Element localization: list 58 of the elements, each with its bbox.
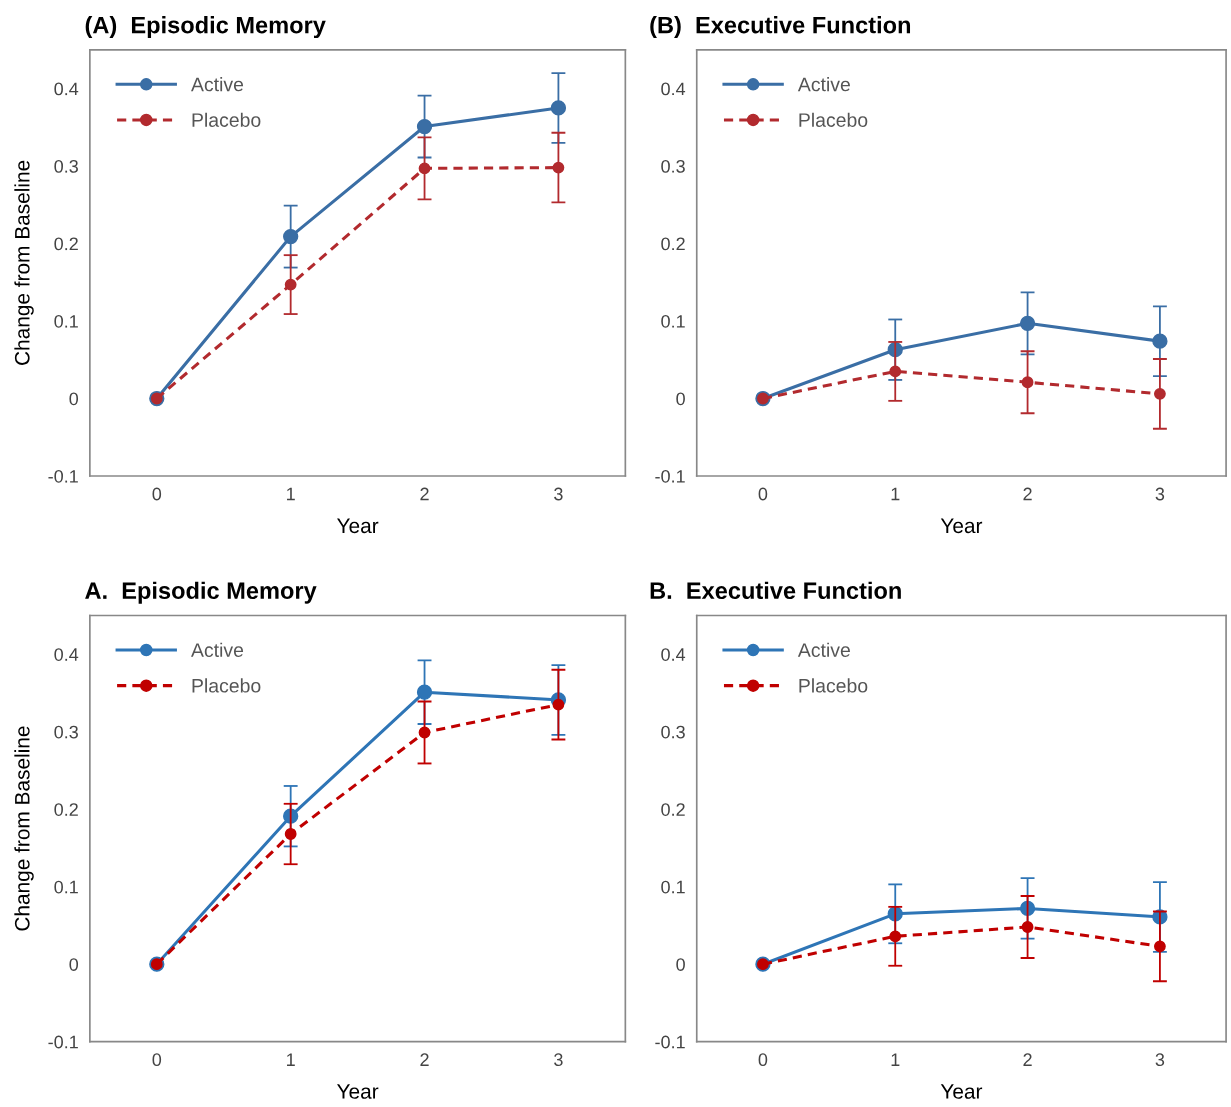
y-tick-label: 0 [676, 392, 685, 406]
legend-label: Placebo [192, 678, 261, 693]
y-tick-label: 0.4 [661, 648, 686, 661]
x-tick-label: 1 [287, 487, 295, 501]
x-tick-label: 0 [758, 487, 768, 501]
y-tick-label: 0.2 [54, 803, 78, 816]
y-tick-label: 0.4 [54, 648, 79, 661]
x-tick-label: 3 [1155, 487, 1165, 501]
x-tick-label: 2 [420, 1053, 429, 1066]
x-tick-label: 0 [758, 1053, 768, 1067]
chart-title: A. Episodic Memory [85, 581, 317, 604]
y-tick-label: -0.1 [48, 1035, 78, 1049]
chart-title: (A) Episodic Memory [85, 16, 326, 39]
x-tick-label: 2 [1023, 487, 1032, 501]
y-tick-label: 0.2 [661, 237, 685, 251]
y-tick-label: -0.1 [655, 469, 685, 483]
legend-label: Placebo [192, 112, 261, 127]
y-tick-label: 0.4 [54, 82, 79, 96]
legend-label: Placebo [799, 112, 868, 127]
y-tick-label: 0.4 [661, 82, 686, 96]
y-tick-label: -0.1 [655, 1035, 685, 1049]
y-tick-label: -0.1 [48, 469, 78, 483]
y-axis-title: Change from Baseline [14, 726, 34, 931]
y-tick-label: 0.3 [54, 725, 78, 739]
x-tick-label: 3 [554, 487, 563, 501]
x-tick-label: 2 [420, 487, 429, 501]
y-tick-label: 0.2 [661, 803, 685, 816]
x-axis-title: Year [337, 518, 379, 534]
legend-label: Active [191, 77, 244, 92]
x-tick-label: 1 [891, 1053, 900, 1066]
y-tick-label: 0.3 [661, 725, 685, 739]
y-tick-label: 0.2 [54, 237, 78, 251]
x-tick-label: 0 [152, 487, 162, 501]
x-tick-label: 3 [1155, 1053, 1165, 1067]
y-tick-label: 0.3 [54, 159, 78, 173]
chart-title: (B) Executive Function [650, 16, 911, 39]
y-tick-label: 0.1 [54, 314, 78, 328]
y-tick-label: 0.3 [661, 159, 685, 173]
x-tick-label: 1 [287, 1053, 295, 1066]
chart-title: B. Executive Function [650, 581, 901, 600]
y-tick-label: 0 [69, 392, 79, 406]
legend-label: Placebo [799, 678, 868, 693]
x-tick-label: 0 [152, 1053, 162, 1067]
x-tick-label: 2 [1023, 1053, 1032, 1066]
legend-label: Active [191, 642, 244, 657]
x-tick-label: 1 [891, 487, 900, 501]
x-tick-label: 3 [554, 1053, 563, 1067]
y-tick-label: 0.1 [661, 314, 685, 328]
y-tick-label: 0.1 [661, 880, 685, 894]
x-axis-title: Year [940, 1084, 983, 1099]
y-tick-label: 0 [676, 958, 685, 971]
x-axis-title: Year [940, 518, 983, 534]
legend-label: Active [797, 642, 850, 657]
x-axis-title: Year [337, 1084, 379, 1099]
y-axis-title: Change from Baseline [14, 160, 34, 365]
y-tick-label: 0.1 [54, 880, 78, 894]
y-tick-label: 0 [69, 958, 79, 971]
legend-label: Active [797, 77, 850, 92]
